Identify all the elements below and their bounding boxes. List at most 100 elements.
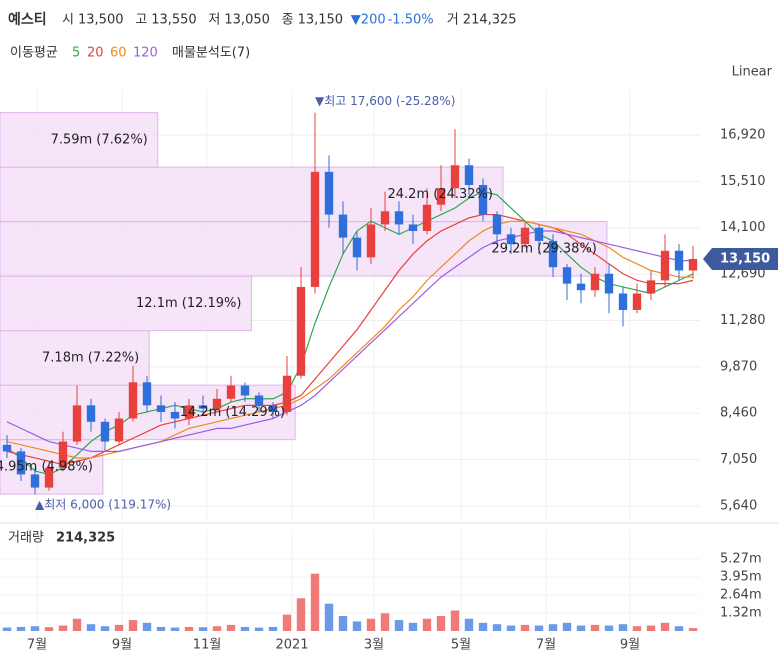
volume-bar	[520, 624, 530, 631]
profile-label: 4.95m (4.98%)	[0, 459, 93, 474]
change: ▼200	[351, 13, 386, 28]
volume-tick-label: 1.32m	[720, 605, 762, 620]
volume-bar	[436, 615, 446, 631]
profile-label: 14.2m (14.29%)	[180, 405, 285, 420]
candle-body	[44, 467, 54, 488]
volume-bar	[296, 598, 306, 631]
volume-tick-label: 5.27m	[720, 552, 762, 567]
quote-label: 고	[135, 13, 147, 28]
y-tick-label: 16,920	[720, 127, 766, 142]
y-tick-label: 15,510	[720, 174, 766, 189]
profile-bar	[0, 330, 150, 386]
profile-bar	[0, 221, 608, 277]
candle-body	[338, 214, 348, 238]
candle-body	[2, 444, 12, 452]
candle-body	[268, 405, 278, 412]
y-tick-label: 14,100	[720, 220, 766, 235]
volume-bar	[464, 618, 474, 631]
candle-body	[226, 385, 236, 399]
change-pct: -1.50%	[388, 13, 434, 28]
volume-bar	[478, 622, 488, 631]
scale-label: Linear	[732, 65, 773, 80]
volume-bar	[674, 626, 684, 631]
volume-bar	[100, 626, 110, 631]
volume-bar	[380, 613, 390, 631]
candle-body	[450, 165, 460, 189]
candle-body	[114, 418, 124, 442]
candle-body	[632, 293, 642, 310]
volume-bar	[128, 620, 138, 631]
volume-bar	[394, 620, 404, 631]
volume-tick-label: 2.64m	[720, 587, 762, 602]
volume-bar	[366, 618, 376, 631]
candle-body	[128, 382, 138, 419]
quote-label: 거	[447, 13, 459, 28]
volume-bar	[548, 624, 558, 631]
candle-body	[58, 441, 68, 468]
volume-bar	[310, 573, 320, 631]
volume-bar	[506, 625, 516, 631]
y-tick-label: 5,640	[720, 498, 757, 513]
candle-body	[408, 224, 418, 232]
x-tick-label: 7월	[536, 638, 556, 653]
candle-body	[422, 204, 432, 232]
candle-body	[590, 273, 600, 291]
volume-bar	[86, 624, 96, 631]
candle-body	[674, 250, 684, 271]
quote-value: 214,325	[463, 13, 517, 28]
candle-body	[72, 405, 82, 442]
quote-value: 13,550	[151, 13, 197, 28]
volume-bar	[688, 628, 698, 631]
x-tick-label: 11월	[193, 638, 222, 653]
volume-bar	[408, 622, 418, 631]
candle-body	[534, 227, 544, 241]
profile-legend: 매물분석도(7)	[172, 46, 250, 61]
volume-bar	[30, 626, 40, 631]
candle-body	[282, 375, 292, 412]
volume-bar	[492, 624, 502, 631]
y-tick-label: 12,690	[720, 267, 766, 282]
quote-value: 13,500	[78, 13, 124, 28]
volume-bar	[240, 626, 250, 631]
volume-bar	[576, 625, 586, 631]
profile-bar	[0, 112, 159, 168]
candle-body	[478, 184, 488, 215]
volume-bar	[604, 625, 614, 631]
y-tick-label: 8,460	[720, 406, 757, 421]
volume-bar	[142, 622, 152, 631]
volume-bar	[324, 603, 334, 631]
volume-bar	[422, 618, 432, 631]
candle-body	[198, 405, 208, 409]
volume-bar	[534, 625, 544, 631]
y-tick-label: 7,050	[720, 452, 757, 467]
volume-bar	[156, 626, 166, 631]
stock-name: 예스티	[8, 12, 47, 28]
legend-entry: 5	[72, 46, 80, 61]
candle-body	[156, 405, 166, 412]
volume-bar	[2, 627, 12, 631]
candle-body	[576, 283, 586, 291]
candle-body	[464, 165, 474, 185]
volume-bar	[660, 622, 670, 631]
volume-bar	[72, 618, 82, 631]
x-tick-label: 9월	[112, 638, 132, 653]
candle-body	[254, 395, 264, 406]
legend-entry: 120	[133, 46, 158, 61]
volume-bar	[184, 626, 194, 631]
volume-bar	[58, 625, 68, 631]
quote-label: 종	[282, 13, 294, 28]
volume-bar	[632, 626, 642, 631]
legend-entry: 20	[87, 46, 104, 61]
candle-body	[394, 211, 404, 225]
profile-label: 7.18m (7.22%)	[42, 350, 139, 365]
x-tick-label: 5월	[451, 638, 471, 653]
quote-label: 저	[208, 13, 220, 28]
candle-body	[436, 188, 446, 205]
volume-bar	[590, 624, 600, 631]
candle-body	[184, 405, 194, 419]
candle-body	[366, 224, 376, 258]
candle-body	[240, 385, 250, 396]
x-tick-label: 9월	[620, 638, 640, 653]
